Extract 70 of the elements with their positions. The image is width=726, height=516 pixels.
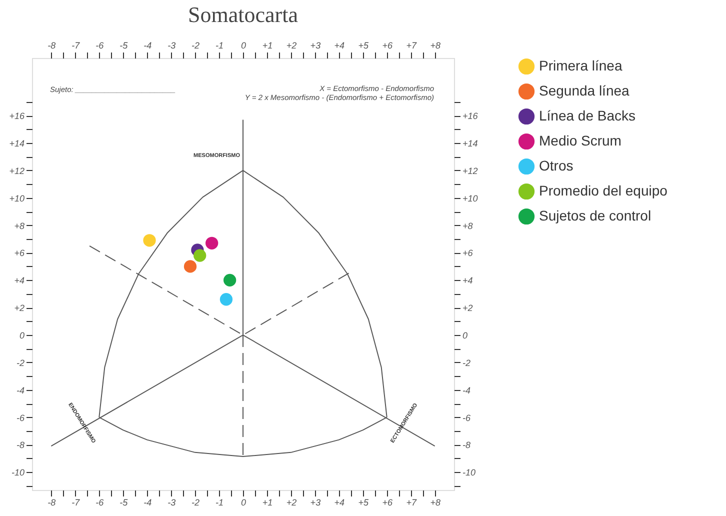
x-tick-label: 0 [240,498,246,508]
x2-tick-label: 0 [240,40,246,50]
x2-tick-label: +5 [358,40,370,50]
y2-tick-label: -10 [462,468,476,478]
y-tick-label: -10 [11,468,24,478]
y-tick-label: -2 [16,358,24,368]
y-tick-label: 0 [19,330,24,341]
x-tick-label: -2 [192,498,200,508]
x-tick-label: +7 [406,498,418,508]
y2-tick-label: +12 [462,166,478,176]
x-tick-label: +4 [334,498,345,508]
x-tick-label: -5 [120,498,129,508]
legend-label: Otros [539,158,574,174]
y-tick-label: +2 [14,303,24,314]
y2-tick-label: -2 [462,358,471,368]
y-tick-label: -4 [16,385,24,396]
x2-tick-label: +6 [382,40,392,50]
y2-tick-label: +16 [462,111,478,122]
x2-tick-label: +2 [286,40,297,50]
x-tick-label: -8 [48,498,56,508]
x2-tick-label: +8 [430,40,440,50]
x-tick-label: -1 [216,498,224,508]
legend-label: Promedio del equipo [539,182,668,198]
legend-label: Segunda línea [539,82,630,98]
x-tick-label: +5 [358,498,370,508]
y2-tick-label: -4 [462,385,471,396]
y2-tick-label: -8 [462,440,471,450]
x-tick-label: +1 [262,498,273,508]
y-tick-label: +6 [14,248,24,258]
legend-label: Sujetos de control [539,208,652,224]
y2-tick-label: +10 [462,193,478,204]
x2-tick-label: +4 [334,40,345,50]
x2-tick-label: -2 [192,40,200,50]
x2-tick-label: +7 [406,40,418,50]
x2-tick-label: -8 [48,40,56,50]
y2-tick-label: -6 [462,412,471,423]
x2-tick-label: -6 [96,40,104,50]
x2-tick-label: -4 [144,40,152,50]
x2-tick-label: -3 [168,40,176,50]
x2-tick-label: -1 [216,40,224,50]
y-tick-label: -8 [16,440,24,450]
y-tick-label: +4 [14,276,24,286]
chart-title: Somatocarta [188,2,298,27]
x-tick-label: -3 [168,498,176,508]
y2-tick-label: +8 [462,220,473,231]
legend-label: Primera línea [539,58,622,74]
y-tick-label: +12 [9,166,24,176]
x2-tick-label: +1 [262,40,273,50]
x-tick-label: +6 [382,498,392,508]
x2-tick-label: +3 [310,40,321,50]
x-tick-label: +3 [310,498,321,508]
y-tick-label: +8 [14,220,24,231]
y2-tick-label: +14 [462,138,478,149]
y2-tick-label: +6 [462,248,473,258]
x2-tick-label: -7 [72,40,81,50]
x-tick-label: +8 [430,498,440,508]
x-tick-label: -7 [72,498,81,508]
legend-label: Medio Scrum [539,132,622,148]
y2-tick-label: +4 [462,276,473,286]
x-tick-label: -6 [96,498,104,508]
x-tick-label: -4 [144,498,152,508]
y-tick-label: -6 [16,412,24,423]
y-tick-label: +10 [9,193,24,204]
x-tick-label: +2 [286,498,297,508]
y-tick-label: +14 [9,138,24,149]
y-tick-label: +16 [9,111,24,122]
legend-label: Línea de Backs [539,108,636,124]
x2-tick-label: -5 [120,40,129,50]
y2-tick-label: +2 [462,303,473,314]
y2-tick-label: 0 [462,330,468,341]
